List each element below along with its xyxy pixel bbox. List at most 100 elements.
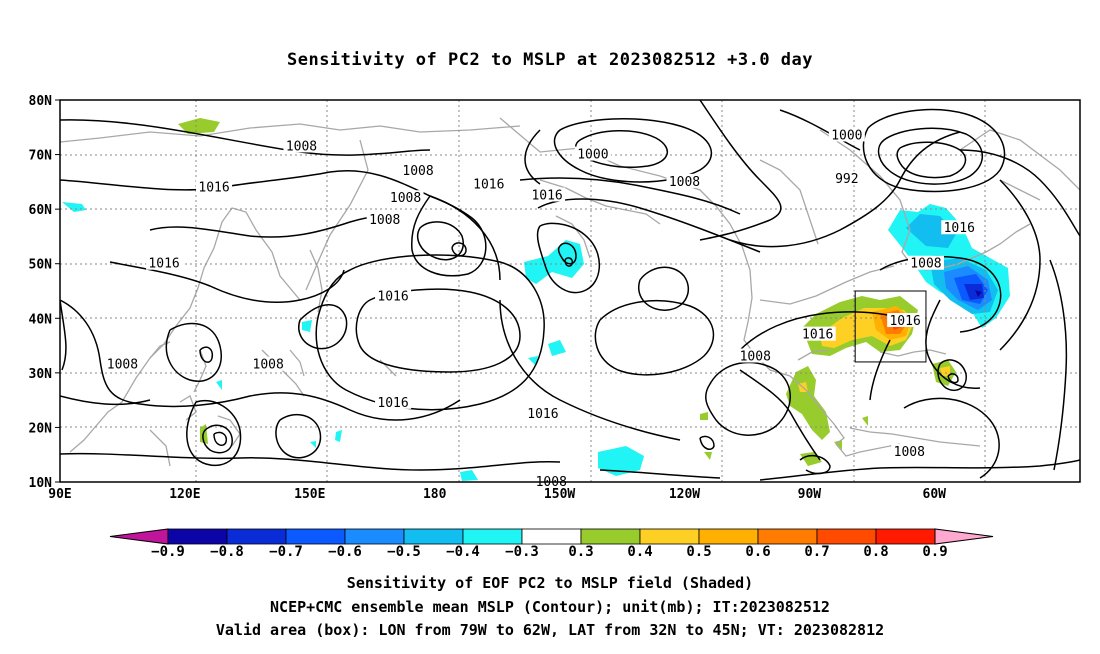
contour-label-bg: [799, 326, 836, 341]
lon-label: 90E: [48, 487, 71, 502]
caption-line-1: Sensitivity of EOF PC2 to MSLP field (Sh…: [346, 574, 754, 592]
contour-label-bg: [533, 474, 570, 488]
lat-label: 40N: [29, 312, 53, 327]
lat-label: 60N: [29, 203, 53, 218]
graticule: [60, 100, 1080, 482]
contour-label-bg: [375, 394, 412, 409]
contour-label-bg: [891, 443, 928, 458]
colorbar-label: −0.5: [387, 544, 421, 560]
colorbar-swatch: [285, 528, 346, 545]
colorbar-label: −0.4: [446, 544, 480, 560]
lat-label: 30N: [29, 367, 53, 382]
colorbar-label: 0.5: [686, 544, 711, 560]
contour-label: 1016: [527, 407, 558, 422]
colorbar-label: 0.8: [863, 544, 888, 560]
contour-label: 1008: [910, 257, 941, 272]
contour-label-bg: [196, 179, 233, 194]
colorbar-label: 0.6: [745, 544, 770, 560]
colorbar-label: 0.9: [922, 544, 947, 560]
caption-line-3: Valid area (box): LON from 79W to 62W, L…: [215, 621, 885, 639]
contour-label: 1008: [894, 445, 925, 460]
colorbar-label: 0.7: [804, 544, 829, 560]
contour-label-bg: [524, 405, 561, 420]
colorbar-label: 0.4: [627, 544, 652, 560]
latitude-axis: 80N 70N 60N 50N 40N 30N 20N 10N: [29, 94, 60, 491]
contour-label-bg: [941, 220, 978, 235]
valid-area-box: [854, 290, 927, 363]
contour-label-bg: [529, 187, 566, 202]
colorbar-swatch: [226, 528, 287, 545]
colorbar-label: 0.3: [568, 544, 593, 560]
colorbar-swatch: [816, 528, 877, 545]
contour-label: 1008: [669, 175, 700, 190]
longitude-axis: 90E 120E 150E 180 150W 120W 90W 60W: [48, 487, 946, 502]
lat-label: 80N: [29, 94, 53, 109]
coastlines: [60, 117, 1080, 467]
colorbar-label: −0.3: [505, 544, 539, 560]
contour-label: 1016: [198, 180, 229, 195]
colorbar-swatch: [639, 528, 700, 545]
chart-title: Sensitivity of PC2 to MSLP at 2023082512…: [286, 50, 813, 70]
colorbar-over-triangle: [934, 528, 994, 545]
colorbar-label: −0.9: [151, 544, 185, 560]
contour-label-bg: [400, 162, 437, 177]
colorbar-swatch: [521, 528, 582, 545]
contour-label: 1016: [944, 221, 975, 236]
colorbar-swatch: [875, 528, 936, 545]
contour-label: 1000: [577, 148, 608, 163]
contour-label-bg: [470, 176, 507, 191]
lon-label: 150E: [294, 487, 325, 502]
contour-label-bg: [104, 356, 141, 371]
contour-label-bg: [574, 146, 611, 161]
colorbar-label: −0.6: [328, 544, 362, 560]
contour-label-bg: [366, 212, 403, 227]
contour-label-bg: [828, 127, 865, 142]
colorbar-under-triangle: [109, 528, 169, 545]
contour-label: 1008: [390, 191, 421, 206]
colorbar-label: −0.8: [210, 544, 244, 560]
colorbar-swatch: [462, 528, 523, 545]
lon-label: 180: [423, 487, 447, 502]
colorbar-label: −0.7: [269, 544, 303, 560]
lat-label: 10N: [29, 476, 53, 491]
contour-label-bg: [737, 348, 774, 363]
contour-label-bg: [283, 138, 320, 153]
lon-label: 150W: [544, 487, 575, 502]
contour-label: 1008: [740, 349, 771, 364]
lat-label: 20N: [29, 421, 53, 436]
contour-label-bg: [887, 313, 924, 328]
contour-label: 1008: [286, 139, 317, 154]
lon-label: 90W: [798, 487, 822, 502]
contour-label: 1008: [402, 164, 433, 179]
contour-label: 1008: [253, 358, 284, 373]
contour-label: 1000: [831, 128, 862, 143]
lat-label: 70N: [29, 149, 53, 164]
colorbar: −0.9 −0.8 −0.7 −0.6 −0.5 −0.4 −0.3 0.3 0.4 0.5 0.6…: [109, 528, 994, 560]
lon-label: 120W: [669, 487, 700, 502]
contour-label: 1008: [369, 213, 400, 228]
lat-label: 50N: [29, 258, 53, 273]
lon-label: 120E: [169, 487, 200, 502]
lon-label: 60W: [923, 487, 947, 502]
colorbar-swatch: [167, 528, 228, 545]
contour-label-bg: [907, 255, 944, 270]
contour-label: 1016: [377, 396, 408, 411]
map-frame: [59, 99, 1081, 483]
colorbar-swatch: [698, 528, 759, 545]
contour-label-bg: [666, 173, 703, 188]
contour-label-bg: [250, 356, 287, 371]
mslp-contours: [60, 100, 1080, 481]
colorbar-swatch: [580, 528, 641, 545]
contour-label: 1008: [107, 358, 138, 373]
contour-label: 1016: [889, 314, 920, 329]
contour-label: 1016: [377, 289, 408, 304]
contour-label-bg: [375, 288, 412, 303]
colorbar-swatch: [757, 528, 818, 545]
caption-line-2: NCEP+CMC ensemble mean MSLP (Contour); u…: [270, 598, 830, 616]
sensitivity-shading: [62, 118, 1010, 481]
colorbar-swatch: [344, 528, 405, 545]
contour-labels: 1008 1016 1008 1008 1016 1016 1008 1008 1016 1008…: [104, 127, 978, 490]
contour-label: 1016: [148, 257, 179, 272]
contour-label: 1016: [802, 328, 833, 343]
